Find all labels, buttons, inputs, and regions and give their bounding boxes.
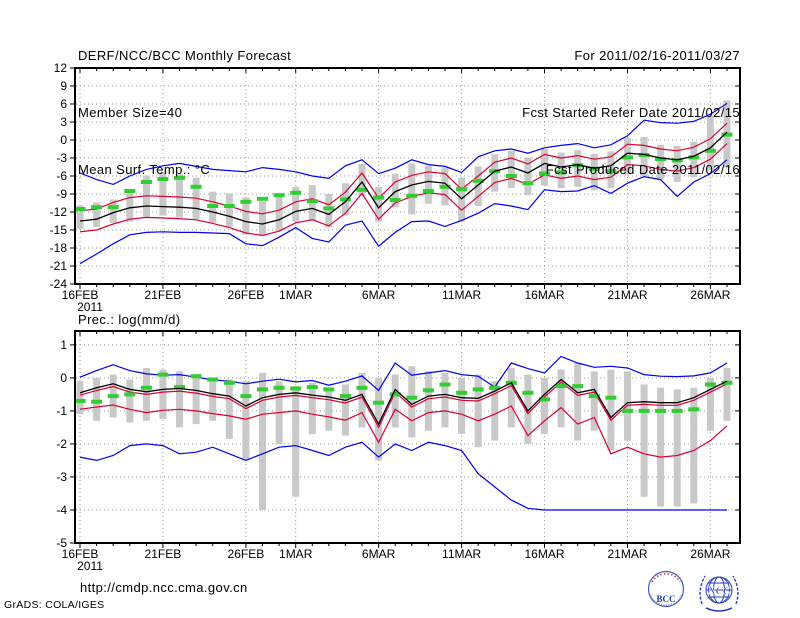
precipitation-grid [76, 332, 739, 544]
temperature-blue-upper-envelope [79, 102, 728, 186]
temperature-xtick-label: 26MAR [690, 288, 730, 302]
precipitation-xtick-label: 26MAR [690, 547, 730, 561]
precipitation-lines [79, 355, 728, 511]
bcc-bottom-arc-text [649, 593, 683, 606]
header-right: For 2011/02/16-2011/03/27 Fcst Started R… [340, 8, 740, 217]
temperature-ticks [70, 67, 740, 289]
page-title: DERF/NCC/BCC Monthly Forecast [78, 48, 292, 63]
precipitation-red-lower [79, 404, 728, 458]
precipitation-xtick-sublabel: 2011 [77, 559, 103, 573]
temperature-xtick-label: 11MAR [442, 288, 481, 302]
precipitation-ytick-label: -1 [56, 404, 67, 418]
temperature-mean-black [79, 131, 728, 225]
temperature-ytick-label: 9 [60, 79, 67, 93]
refer-date-label: Fcst Started Refer Date 2011/02/15 [522, 105, 740, 120]
precipitation-ytick-label: -4 [56, 503, 67, 517]
precipitation-chart-title: Prec.: log(mm/d) [78, 312, 181, 327]
precipitation-ytick-label: 0 [60, 371, 67, 385]
bcc-logo-label: BCC [656, 594, 675, 604]
precipitation-ticks [70, 331, 740, 548]
precipitation-xtick-label: 1MAR [279, 547, 313, 561]
temperature-ytick-label: 6 [60, 97, 67, 111]
temperature-ytick-label: -12 [50, 205, 68, 219]
temperature-ytick-label: 0 [60, 133, 67, 147]
bcc-logo: BCC [647, 570, 685, 608]
precipitation-spread-bars [76, 363, 731, 510]
temperature-xtick-label: 6MAR [362, 288, 396, 302]
temperature-chart-title: Mean Surf. Temp.: °C [78, 162, 211, 177]
produced-date-label: Fcst Produced Date 2011/02/16 [545, 162, 740, 177]
temperature-lines [79, 102, 728, 265]
ncc-logo: NCC [699, 575, 739, 612]
temperature-ytick-label: -6 [56, 169, 67, 183]
temperature-xtick-label: 21FEB [145, 288, 182, 302]
temperature-ytick-label: -3 [56, 151, 67, 165]
precipitation-xtick-label: 16MAR [524, 547, 564, 561]
precipitation-xtick-label: 16FEB [62, 547, 99, 561]
precipitation-mean-black [79, 378, 728, 426]
temperature-xtick-label: 21MAR [607, 288, 647, 302]
temperature-ytick-label: -24 [50, 277, 68, 291]
temperature-xtick-label: 26FEB [228, 288, 265, 302]
precipitation-xtick-label: 21MAR [607, 547, 647, 561]
website-url: http://cmdp.ncc.cma.gov.cn [80, 580, 248, 595]
forecast-range-label: For 2011/02/16-2011/03/27 [574, 48, 740, 63]
precipitation-blue-lower-envelope [79, 441, 727, 511]
temperature-ytick-label: -18 [50, 241, 68, 255]
precipitation-green-dashes [74, 372, 733, 413]
precipitation-ytick-label: -2 [56, 437, 67, 451]
header-left: DERF/NCC/BCC Monthly Forecast Member Siz… [78, 8, 291, 217]
precipitation-xtick-label: 6MAR [362, 547, 396, 561]
temperature-ytick-label: -21 [50, 259, 68, 273]
temperature-xtick-label: 16MAR [524, 288, 564, 302]
precipitation-xtick-label: 11MAR [442, 547, 481, 561]
member-size-label: Member Size=40 [78, 105, 183, 120]
precipitation-xtick-label: 21FEB [145, 547, 182, 561]
temperature-red-upper [79, 122, 728, 215]
ncc-logo-label: NCC [707, 585, 731, 597]
temperature-ytick-label: -15 [50, 223, 68, 237]
temperature-xtick-sublabel: 2011 [77, 300, 103, 314]
temperature-red-lower [79, 143, 728, 237]
precipitation-ytick-label: -3 [56, 470, 67, 484]
temperature-blue-lower-envelope [79, 159, 728, 265]
precipitation-red-upper [79, 381, 728, 429]
temperature-ytick-label: 12 [54, 61, 68, 75]
temperature-xtick-label: 1MAR [279, 288, 313, 302]
precipitation-ytick-label: -5 [56, 536, 67, 550]
temperature-ytick-label: -9 [56, 187, 67, 201]
grads-credit: GrADS: COLA/IGES [4, 599, 105, 611]
precipitation-xtick-label: 26FEB [228, 547, 265, 561]
precipitation-plot-border [74, 330, 741, 544]
bcc-top-arc-text [651, 573, 681, 583]
precipitation-ytick-label: 1 [60, 338, 67, 352]
temperature-xtick-label: 16FEB [62, 288, 99, 302]
temperature-ytick-label: 3 [60, 115, 67, 129]
precipitation-blue-upper-envelope [79, 355, 728, 392]
